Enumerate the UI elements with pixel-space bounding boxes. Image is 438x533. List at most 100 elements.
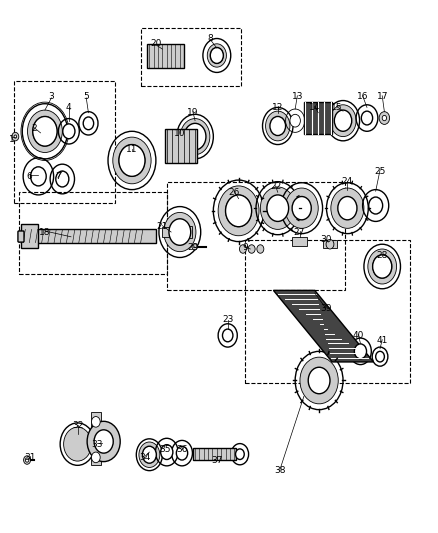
Circle shape: [69, 433, 86, 455]
Circle shape: [361, 111, 373, 125]
Text: 37: 37: [211, 456, 223, 465]
Text: 29: 29: [187, 244, 198, 253]
Circle shape: [373, 255, 392, 278]
Circle shape: [267, 195, 289, 221]
Circle shape: [368, 249, 396, 284]
Bar: [19, 192, 167, 274]
Circle shape: [87, 421, 120, 462]
Text: 38: 38: [274, 466, 286, 475]
Bar: [165, 128, 197, 163]
Circle shape: [265, 111, 290, 141]
Text: 9: 9: [242, 244, 248, 253]
Circle shape: [240, 245, 247, 253]
Circle shape: [223, 329, 233, 342]
Text: 30: 30: [320, 236, 332, 245]
Text: 11: 11: [126, 146, 138, 155]
Text: 28: 28: [377, 252, 388, 261]
Text: 26: 26: [229, 188, 240, 197]
Text: 2: 2: [31, 124, 37, 133]
Circle shape: [33, 116, 57, 146]
Circle shape: [63, 124, 75, 139]
Circle shape: [119, 144, 145, 176]
Circle shape: [94, 430, 113, 453]
Bar: [162, 227, 176, 237]
Bar: [323, 240, 336, 248]
Circle shape: [236, 449, 244, 459]
Text: 21: 21: [157, 222, 168, 231]
Polygon shape: [273, 290, 374, 362]
Bar: [91, 412, 102, 432]
Circle shape: [192, 244, 197, 250]
Circle shape: [28, 110, 62, 152]
Circle shape: [119, 144, 145, 176]
Text: 25: 25: [374, 166, 386, 175]
Circle shape: [14, 135, 17, 138]
Text: 3: 3: [49, 92, 54, 101]
Text: 19: 19: [187, 108, 199, 117]
Text: 27: 27: [294, 228, 305, 237]
Circle shape: [33, 116, 57, 146]
Text: 12: 12: [272, 103, 283, 112]
Circle shape: [25, 458, 29, 462]
Circle shape: [64, 427, 92, 461]
Bar: [193, 448, 237, 460]
Circle shape: [113, 137, 151, 184]
Text: 23: 23: [222, 315, 233, 324]
Text: 7: 7: [55, 172, 61, 181]
Circle shape: [24, 456, 31, 464]
Circle shape: [142, 446, 156, 463]
Text: 14: 14: [309, 103, 321, 112]
Circle shape: [285, 188, 318, 228]
Text: 33: 33: [92, 440, 103, 449]
Bar: [141, 28, 241, 86]
Circle shape: [330, 105, 356, 136]
Circle shape: [12, 132, 19, 141]
Circle shape: [290, 114, 300, 127]
Circle shape: [379, 112, 390, 124]
Bar: [245, 240, 410, 383]
Circle shape: [331, 188, 364, 228]
Text: 34: 34: [139, 453, 151, 462]
Circle shape: [31, 167, 46, 186]
Circle shape: [270, 116, 286, 135]
Circle shape: [354, 344, 367, 359]
Text: 17: 17: [376, 92, 388, 101]
Bar: [292, 237, 307, 246]
Circle shape: [376, 351, 385, 362]
Bar: [167, 182, 345, 290]
Text: 5: 5: [83, 92, 89, 101]
Text: 10: 10: [174, 130, 186, 139]
Text: 6: 6: [27, 172, 32, 181]
Bar: [14, 81, 115, 203]
Circle shape: [338, 197, 357, 220]
Circle shape: [218, 186, 259, 236]
Text: 13: 13: [292, 92, 303, 101]
Bar: [304, 102, 332, 134]
Circle shape: [164, 213, 196, 252]
Text: 36: 36: [176, 445, 188, 454]
Circle shape: [300, 357, 338, 404]
Circle shape: [382, 115, 387, 120]
Circle shape: [248, 245, 255, 253]
Circle shape: [83, 117, 94, 130]
Text: 31: 31: [24, 453, 35, 462]
Text: 20: 20: [150, 39, 162, 49]
Text: 24: 24: [342, 177, 353, 186]
Text: 4: 4: [66, 103, 72, 112]
Circle shape: [226, 195, 252, 227]
Circle shape: [161, 445, 173, 459]
Circle shape: [169, 219, 191, 245]
Text: 35: 35: [159, 445, 170, 454]
Circle shape: [56, 171, 69, 187]
Circle shape: [369, 197, 383, 214]
Text: 1: 1: [9, 135, 15, 144]
Bar: [91, 445, 102, 465]
FancyBboxPatch shape: [18, 231, 24, 242]
Text: 40: 40: [353, 331, 364, 340]
Circle shape: [184, 123, 206, 150]
Circle shape: [373, 255, 392, 278]
Circle shape: [260, 187, 295, 229]
Text: 39: 39: [320, 304, 332, 313]
Bar: [21, 224, 39, 248]
Text: 41: 41: [377, 336, 388, 345]
